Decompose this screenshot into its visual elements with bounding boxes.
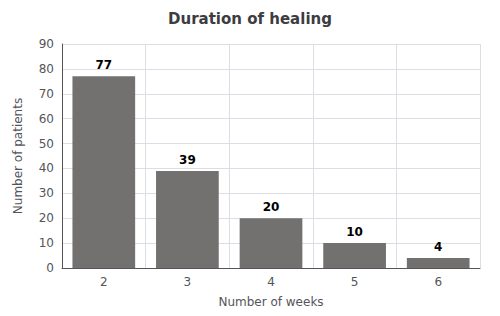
svg-text:39: 39 [179, 153, 196, 167]
svg-text:Number of weeks: Number of weeks [218, 295, 323, 309]
svg-text:4: 4 [267, 275, 275, 289]
svg-text:2: 2 [100, 275, 108, 289]
svg-text:20: 20 [39, 211, 54, 225]
svg-text:Duration of healing: Duration of healing [168, 10, 332, 28]
svg-text:10: 10 [39, 236, 54, 250]
svg-text:10: 10 [346, 225, 363, 239]
svg-text:4: 4 [434, 240, 442, 254]
svg-text:40: 40 [39, 161, 54, 175]
svg-text:90: 90 [39, 37, 54, 51]
svg-text:20: 20 [263, 200, 280, 214]
svg-text:80: 80 [39, 62, 54, 76]
svg-text:Number of patients: Number of patients [11, 98, 25, 214]
svg-text:0: 0 [46, 261, 54, 275]
svg-text:6: 6 [434, 275, 442, 289]
svg-text:30: 30 [39, 186, 54, 200]
svg-text:50: 50 [39, 137, 54, 151]
svg-text:77: 77 [95, 58, 112, 72]
svg-text:60: 60 [39, 112, 54, 126]
svg-text:5: 5 [351, 275, 359, 289]
svg-text:70: 70 [39, 87, 54, 101]
svg-text:3: 3 [184, 275, 192, 289]
